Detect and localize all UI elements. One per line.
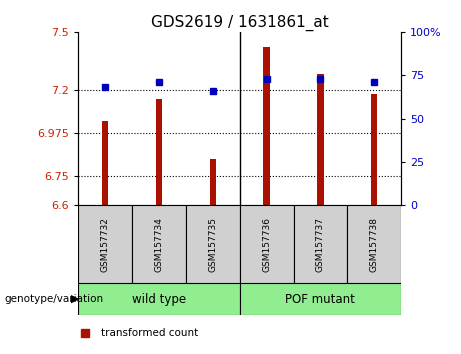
Text: GSM157737: GSM157737 bbox=[316, 217, 325, 272]
Text: GSM157734: GSM157734 bbox=[154, 217, 164, 272]
Bar bbox=[294, 205, 347, 283]
Bar bbox=[186, 205, 240, 283]
Bar bbox=[210, 159, 216, 205]
Text: genotype/variation: genotype/variation bbox=[5, 294, 104, 304]
Bar bbox=[78, 283, 240, 315]
Title: GDS2619 / 1631861_at: GDS2619 / 1631861_at bbox=[151, 14, 329, 30]
Bar bbox=[317, 74, 324, 205]
Bar bbox=[78, 205, 132, 283]
Bar bbox=[132, 205, 186, 283]
Bar bbox=[371, 93, 378, 205]
Text: ▶: ▶ bbox=[71, 294, 80, 304]
Text: GSM157736: GSM157736 bbox=[262, 217, 271, 272]
Bar bbox=[156, 99, 162, 205]
Bar bbox=[102, 120, 108, 205]
Bar bbox=[240, 205, 294, 283]
Bar bbox=[263, 47, 270, 205]
Text: POF mutant: POF mutant bbox=[285, 293, 355, 306]
Bar bbox=[240, 283, 401, 315]
Text: GSM157738: GSM157738 bbox=[370, 217, 378, 272]
Bar bbox=[347, 205, 401, 283]
Text: GSM157735: GSM157735 bbox=[208, 217, 217, 272]
Text: wild type: wild type bbox=[132, 293, 186, 306]
Text: transformed count: transformed count bbox=[101, 328, 198, 338]
Text: GSM157732: GSM157732 bbox=[101, 217, 110, 272]
